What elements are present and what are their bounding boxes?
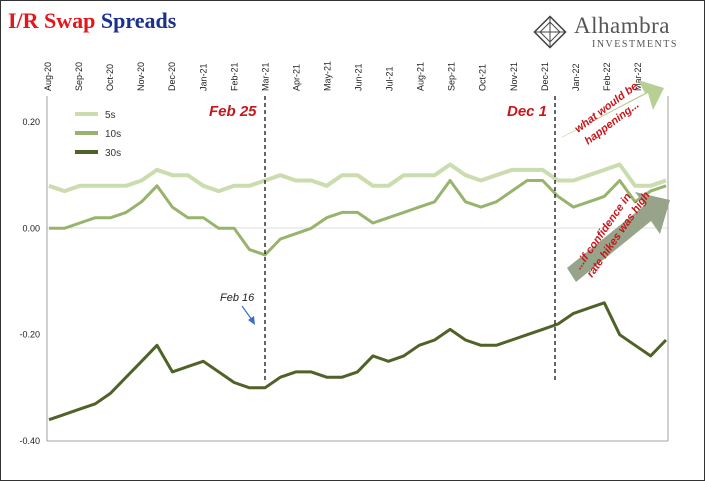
logo-brand-text: Alhambra <box>574 13 670 38</box>
title-part-red: I/R Swap <box>8 8 96 33</box>
up-arrow-shape <box>560 80 664 138</box>
x-tick-label: Mar-22 <box>633 62 643 91</box>
title-part-blue: Spreads <box>100 8 177 33</box>
series-line-5s <box>48 162 667 194</box>
logo-sub-text: INVESTMENTS <box>592 39 678 50</box>
dec1-label: Dec 1 <box>507 103 547 120</box>
x-tick-label: Dec-21 <box>540 62 550 91</box>
y-tick-label: -0.40 <box>19 436 40 446</box>
series-layer <box>48 162 668 422</box>
x-tick-label: Jul-21 <box>385 66 395 91</box>
x-tick-label: Jan-21 <box>198 63 208 91</box>
x-tick-label: Dec-20 <box>167 62 177 91</box>
x-tick-label: Apr-21 <box>291 64 301 91</box>
series-line-30s <box>48 301 668 422</box>
x-tick-label: Sep-20 <box>74 62 84 91</box>
legend-label-5s: 5s <box>105 110 116 121</box>
legend-label-10s: 10s <box>105 129 121 140</box>
chart-title: I/R Swap Spreads <box>8 8 176 34</box>
x-tick-label: Jun-21 <box>354 63 364 91</box>
y-tick-label: 0.00 <box>22 223 40 233</box>
feb16-label: Feb 16 <box>220 292 255 304</box>
alhambra-logo: Alhambra INVESTMENTS <box>530 10 700 58</box>
x-tick-label: Nov-21 <box>509 62 519 91</box>
y-tick-label: 0.20 <box>22 117 40 127</box>
y-tick-label: -0.20 <box>19 330 40 340</box>
x-tick-label: Aug-20 <box>43 62 53 91</box>
x-axis-ticks: Aug-20 Sep-20 Oct-20 Nov-20 Dec-20 Jan-21 Feb-… <box>43 61 643 91</box>
x-tick-label: May-21 <box>322 61 332 91</box>
x-tick-label: Nov-20 <box>136 62 146 91</box>
x-tick-label: Jan-22 <box>571 63 581 91</box>
diamond-logo-icon <box>533 15 567 49</box>
x-tick-label: Feb-22 <box>602 62 612 91</box>
down-arrow-shape <box>567 192 670 282</box>
feb25-label: Feb 25 <box>209 103 257 120</box>
feb16-arrow-line <box>241 305 253 321</box>
x-tick-label: Oct-21 <box>478 64 488 91</box>
y-axis-ticks: 0.20 0.00 -0.20 -0.40 <box>19 117 40 446</box>
legend-label-30s: 30s <box>105 148 121 159</box>
x-tick-label: Feb-21 <box>229 62 239 91</box>
series-line-10s <box>49 179 667 257</box>
x-tick-label: Aug-21 <box>416 62 426 91</box>
feb16-arrow-head <box>248 316 255 325</box>
x-tick-label: Mar-21 <box>260 62 270 91</box>
x-tick-label: Sep-21 <box>447 62 457 91</box>
x-tick-label: Oct-20 <box>105 64 115 91</box>
legend: 5s 10s 30s <box>75 110 121 159</box>
